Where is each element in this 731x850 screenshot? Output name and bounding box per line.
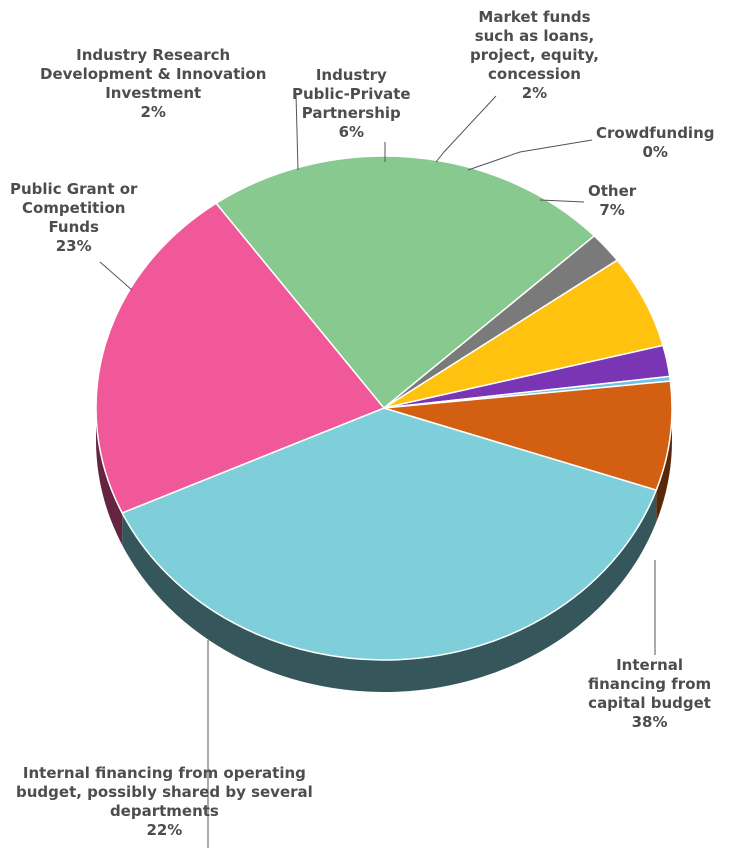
slice-depth-capital-budget xyxy=(122,490,657,692)
leader-line-public-grant xyxy=(99,261,133,291)
leader-line-market-funds xyxy=(435,95,497,163)
pie-top xyxy=(95,155,673,661)
leader-lines xyxy=(99,93,656,848)
leader-line-crowdfunding xyxy=(467,139,593,171)
slice-label-crowdfunding: Crowdfunding 0% xyxy=(596,124,715,161)
slice-label-market-funds: Market funds such as loans, project, equ… xyxy=(470,8,599,102)
slice-depth-operating-budget xyxy=(96,408,123,545)
slice-depth-other xyxy=(656,408,672,523)
pie-depth xyxy=(96,408,672,692)
slice-other xyxy=(383,380,673,491)
slice-public-grant xyxy=(215,155,596,410)
leader-line-other xyxy=(539,199,585,203)
slice-label-other: Other 7% xyxy=(588,182,637,219)
slice-operating-budget xyxy=(95,202,386,514)
leader-line-industry-rdi xyxy=(295,93,299,171)
slice-label-public-grant: Public Grant or Competition Funds 23% xyxy=(10,180,138,255)
slice-label-capital-budget: Internal financing from capital budget 3… xyxy=(588,656,712,731)
slice-capital-budget xyxy=(121,407,658,661)
slice-label-industry-rdi: Industry Research Development & Innovati… xyxy=(40,46,267,121)
slice-label-operating-budget: Internal financing from operating budget… xyxy=(16,764,313,839)
slice-label-ppp: Industry Public-Private Partnership 6% xyxy=(292,66,411,141)
